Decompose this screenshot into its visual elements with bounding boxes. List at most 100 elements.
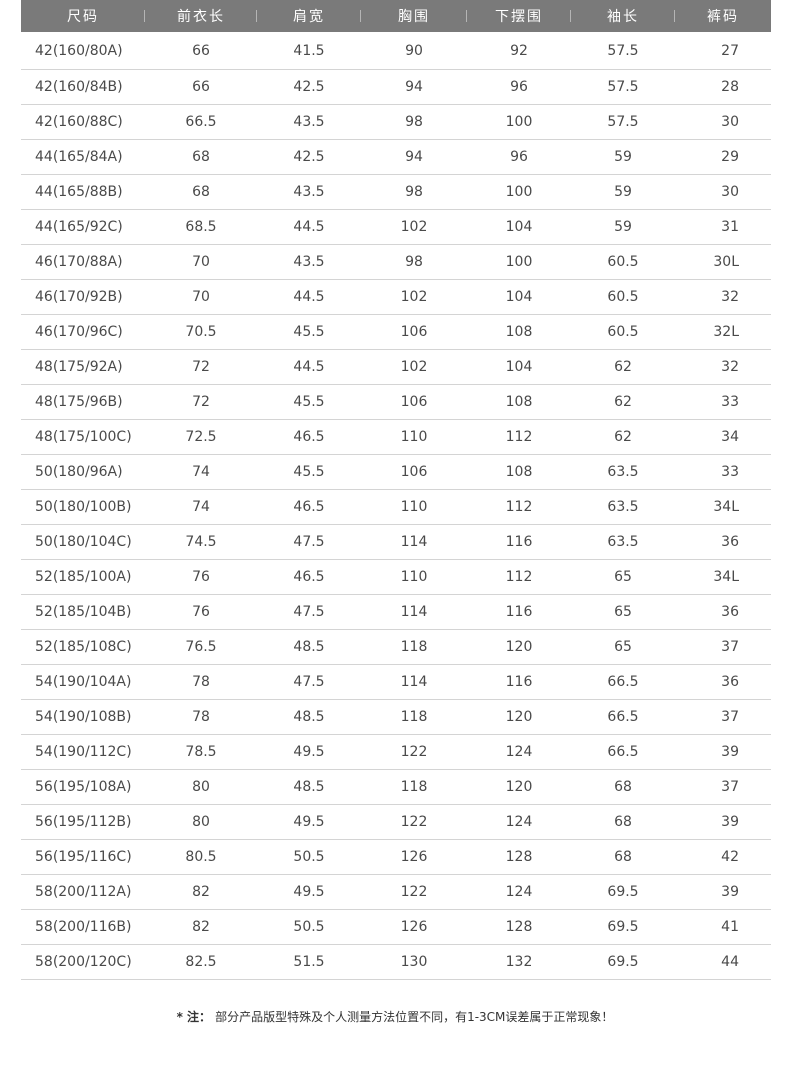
cell-sleeve-length: 65 (571, 559, 675, 595)
table-row: 50(180/96A) 74 45.5 106 108 63.5 33 (21, 454, 771, 490)
table-row: 44(165/84A) 68 42.5 94 96 59 29 (21, 139, 771, 175)
cell-hem: 120 (467, 699, 571, 735)
cell-shoulder-width: 49.5 (257, 734, 361, 770)
header-pants-size: 裤码 (707, 9, 739, 25)
cell-shoulder-width: 44.5 (257, 209, 361, 245)
cell-pants-size: 42 (675, 839, 771, 875)
cell-front-length: 76 (145, 559, 257, 595)
table-row: 46(170/96C) 70.5 45.5 106 108 60.5 32L (21, 314, 771, 350)
cell-hem: 108 (467, 454, 571, 490)
table-row: 58(200/116B) 82 50.5 126 128 69.5 41 (21, 909, 771, 945)
cell-pants-size: 32 (675, 349, 771, 385)
cell-shoulder-width: 47.5 (257, 524, 361, 560)
cell-pants-size: 30 (675, 174, 771, 210)
cell-size: 50(180/104C) (21, 524, 145, 560)
header-chest: 胸围 (361, 0, 467, 32)
cell-size: 56(195/116C) (21, 839, 145, 875)
cell-pants-size: 31 (675, 209, 771, 245)
cell-chest: 98 (361, 174, 467, 210)
cell-size: 48(175/96B) (21, 384, 145, 420)
cell-sleeve-length: 63.5 (571, 524, 675, 560)
cell-pants-size: 36 (675, 524, 771, 560)
cell-hem: 120 (467, 629, 571, 665)
cell-hem: 124 (467, 874, 571, 910)
cell-pants-size: 33 (675, 384, 771, 420)
cell-chest: 118 (361, 769, 467, 805)
cell-shoulder-width: 48.5 (257, 699, 361, 735)
cell-chest: 98 (361, 104, 467, 140)
cell-front-length: 74 (145, 489, 257, 525)
table-row: 50(180/104C) 74.5 47.5 114 116 63.5 36 (21, 524, 771, 560)
header-shoulder-width: 肩宽 (257, 0, 361, 32)
cell-size: 52(185/108C) (21, 629, 145, 665)
cell-pants-size: 39 (675, 804, 771, 840)
cell-sleeve-length: 63.5 (571, 454, 675, 490)
cell-pants-size: 34 (675, 419, 771, 455)
cell-size: 50(180/96A) (21, 454, 145, 490)
cell-front-length: 82.5 (145, 944, 257, 980)
cell-size: 42(160/84B) (21, 69, 145, 105)
cell-chest: 94 (361, 69, 467, 105)
cell-size: 48(175/100C) (21, 419, 145, 455)
cell-pants-size: 28 (675, 69, 771, 105)
cell-chest: 110 (361, 419, 467, 455)
cell-shoulder-width: 49.5 (257, 874, 361, 910)
cell-sleeve-length: 59 (571, 139, 675, 175)
cell-chest: 114 (361, 664, 467, 700)
cell-hem: 108 (467, 314, 571, 350)
cell-chest: 110 (361, 559, 467, 595)
cell-chest: 98 (361, 244, 467, 280)
cell-shoulder-width: 50.5 (257, 909, 361, 945)
table-row: 42(160/80A) 66 41.5 90 92 57.5 27 (21, 32, 771, 70)
cell-hem: 92 (510, 42, 528, 59)
cell-pants-size: 33 (675, 454, 771, 490)
cell-hem: 96 (467, 69, 571, 105)
cell-shoulder-width: 45.5 (257, 314, 361, 350)
cell-chest: 110 (361, 489, 467, 525)
cell-sleeve-length: 57.5 (607, 42, 639, 59)
cell-shoulder-width: 43.5 (257, 174, 361, 210)
cell-hem: 116 (467, 664, 571, 700)
cell-sleeve-length: 57.5 (571, 104, 675, 140)
table-row: 54(190/104A) 78 47.5 114 116 66.5 36 (21, 664, 771, 700)
cell-sleeve-length: 62 (571, 384, 675, 420)
cell-chest: 122 (361, 874, 467, 910)
cell-sleeve-length: 69.5 (571, 909, 675, 945)
cell-size: 46(170/88A) (21, 244, 145, 280)
table-row: 56(195/108A) 80 48.5 118 120 68 37 (21, 769, 771, 805)
header-divider (466, 10, 467, 22)
cell-pants-size: 30L (675, 244, 771, 280)
table-row: 58(200/120C) 82.5 51.5 130 132 69.5 44 (21, 944, 771, 980)
cell-pants-size: 37 (675, 769, 771, 805)
cell-shoulder-width: 42.5 (257, 139, 361, 175)
header-row: 尺码 前衣长 肩宽 胸围 下摆围 袖长 裤码 (21, 0, 771, 32)
cell-front-length: 78 (145, 699, 257, 735)
cell-chest: 122 (361, 804, 467, 840)
cell-size: 54(190/112C) (21, 734, 145, 770)
cell-front-length: 74 (145, 454, 257, 490)
cell-shoulder-width: 47.5 (257, 594, 361, 630)
cell-shoulder-width: 46.5 (257, 559, 361, 595)
table-row: 44(165/92C) 68.5 44.5 102 104 59 31 (21, 209, 771, 245)
cell-hem: 116 (467, 594, 571, 630)
table-row: 52(185/100A) 76 46.5 110 112 65 34L (21, 559, 771, 595)
cell-hem: 112 (467, 489, 571, 525)
cell-shoulder-width: 51.5 (257, 944, 361, 980)
cell-sleeve-length: 65 (571, 629, 675, 665)
header-sleeve-length: 袖长 (571, 0, 675, 32)
cell-size: 54(190/104A) (21, 664, 145, 700)
cell-front-length: 72 (145, 349, 257, 385)
cell-sleeve-length: 60.5 (571, 314, 675, 350)
size-chart-header: 尺码 前衣长 肩宽 胸围 下摆围 袖长 裤码 (21, 0, 771, 32)
cell-size: 50(180/100B) (21, 489, 145, 525)
cell-shoulder-width: 48.5 (257, 629, 361, 665)
cell-sleeve-length: 66.5 (571, 699, 675, 735)
table-row: 42(160/88C) 66.5 43.5 98 100 57.5 30 (21, 104, 771, 140)
cell-front-length: 70 (145, 244, 257, 280)
cell-hem: 104 (467, 279, 571, 315)
cell-hem: 128 (467, 909, 571, 945)
table-row: 46(170/88A) 70 43.5 98 100 60.5 30L (21, 244, 771, 280)
cell-chest: 102 (361, 349, 467, 385)
cell-chest: 118 (361, 629, 467, 665)
cell-shoulder-width: 43.5 (257, 244, 361, 280)
